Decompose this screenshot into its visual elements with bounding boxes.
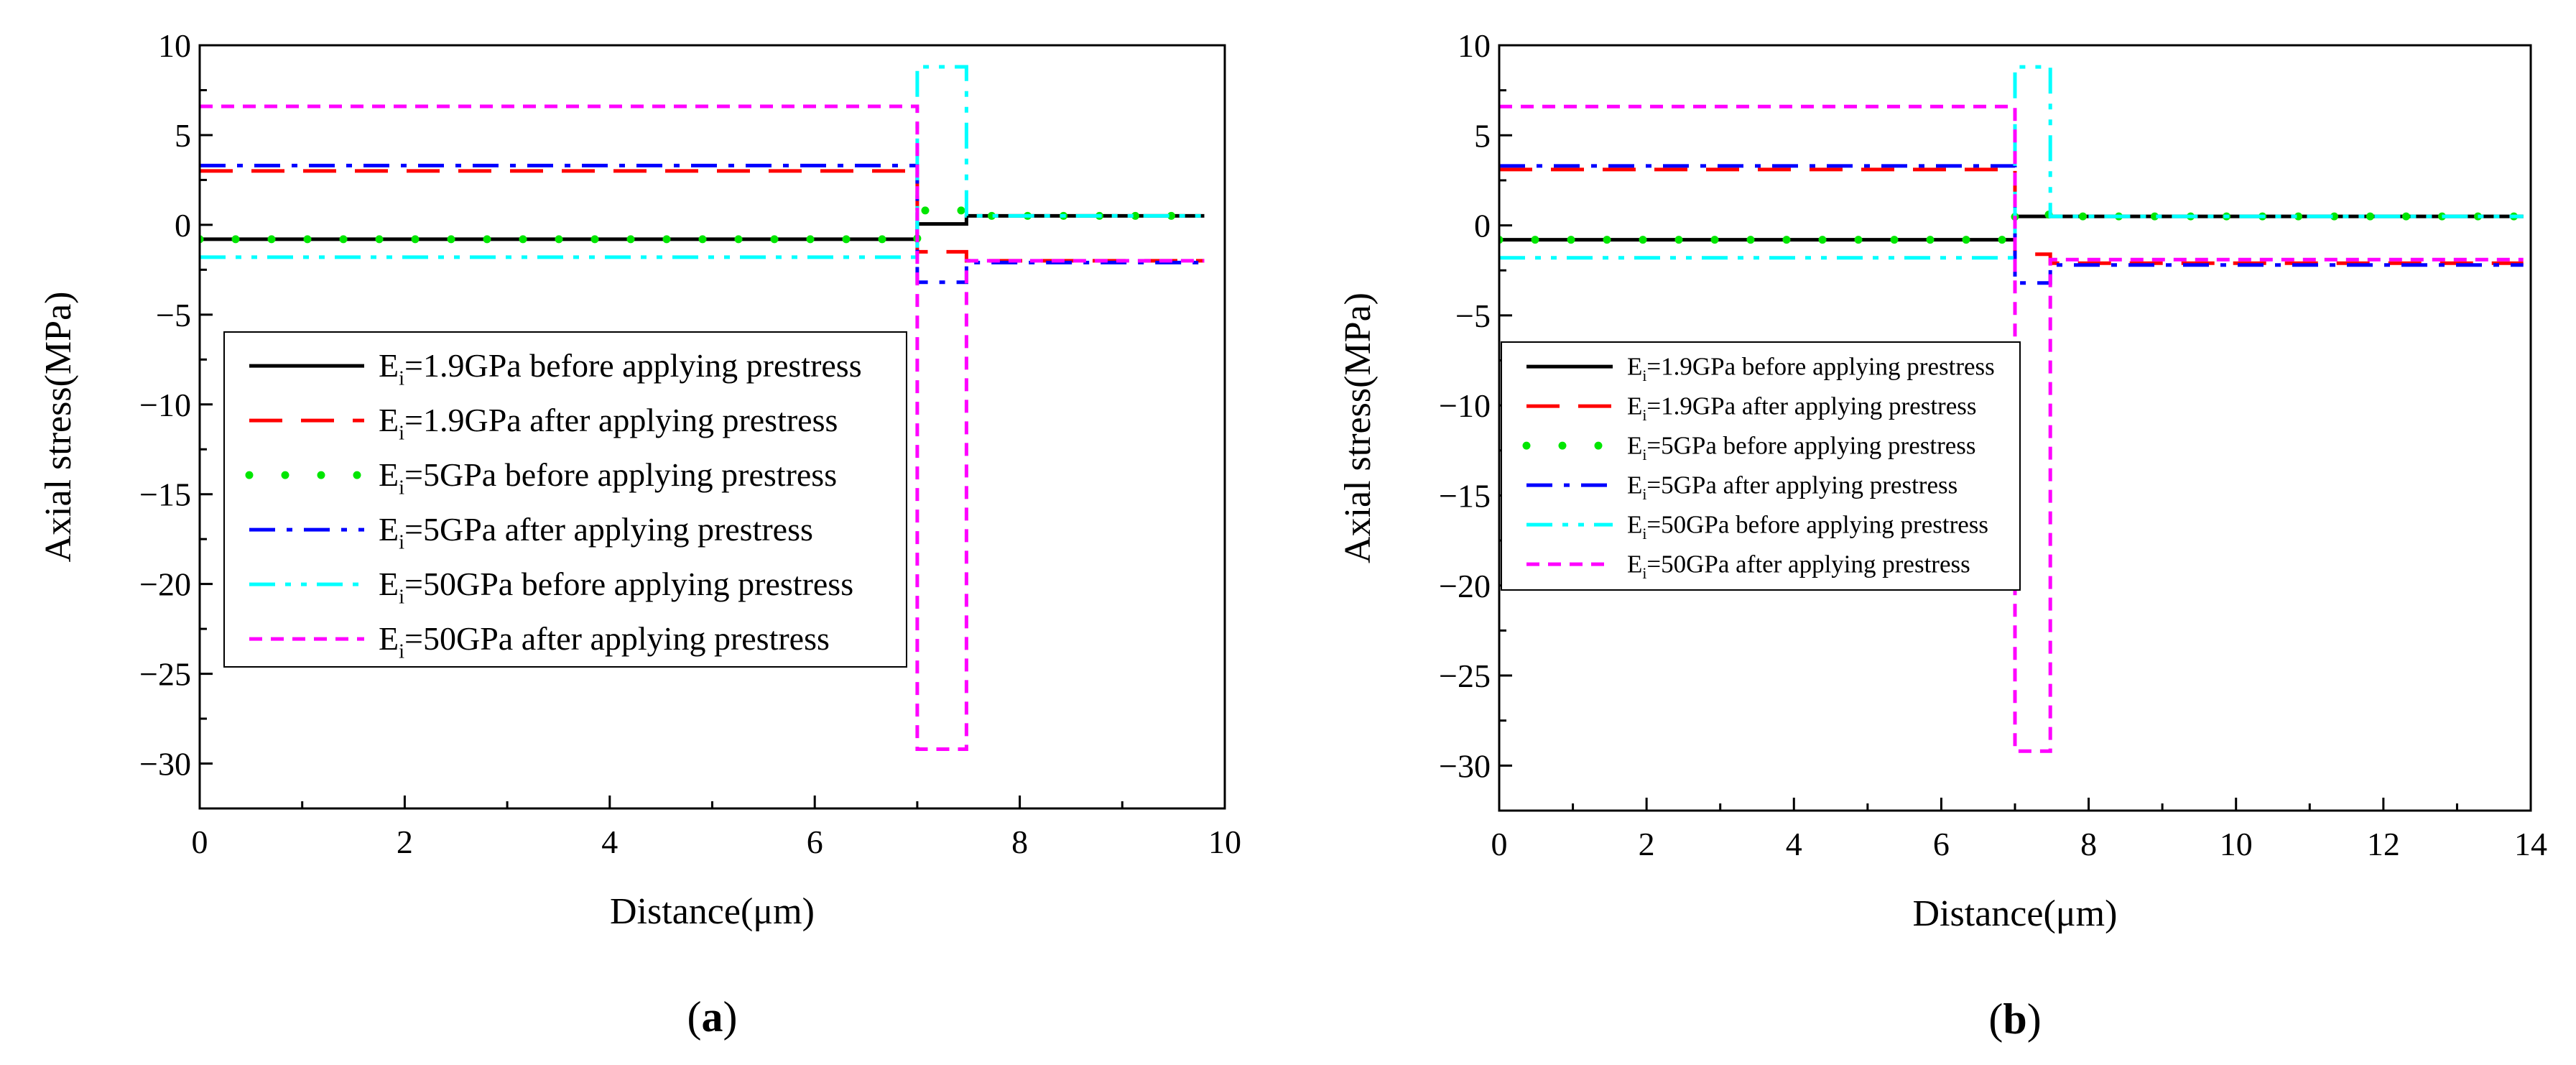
panel-label: (b) xyxy=(1988,995,2041,1043)
y-tick-label: −25 xyxy=(139,656,191,693)
series-line-5 xyxy=(200,65,1205,259)
x-tick-label: 0 xyxy=(1491,826,1508,862)
x-axis-title: Distance(μm) xyxy=(610,891,815,932)
y-tick-label: −10 xyxy=(139,387,191,423)
legend-box xyxy=(1501,341,2021,591)
x-tick-label: 14 xyxy=(2514,826,2547,862)
y-tick-label: −20 xyxy=(139,566,191,603)
x-tick-label: 8 xyxy=(1011,824,1028,860)
legend: Ei=1.9GPa before applying prestress Ei=1.… xyxy=(223,331,907,668)
legend-label-1: Ei=1.9GPa before applying prestress xyxy=(1627,352,1995,384)
y-axis-title: Axial stress(MPa) xyxy=(1338,292,1379,563)
y-axis-title: Axial stress(MPa) xyxy=(38,292,79,563)
y-tick-label: 0 xyxy=(1474,208,1491,244)
y-tick-label: 5 xyxy=(175,117,191,154)
y-tick-label: −20 xyxy=(1439,568,1491,604)
x-tick-label: 2 xyxy=(1639,826,1655,862)
series-line-6 xyxy=(200,104,1205,751)
legend-label-6: Ei=50GPa after applying prestress xyxy=(1627,550,1970,582)
panel-label: (a) xyxy=(687,993,738,1041)
y-tick-label: −10 xyxy=(1439,387,1491,424)
legend-label-2: Ei=1.9GPa after applying prestress xyxy=(379,402,838,445)
series-line-4 xyxy=(200,163,1205,285)
x-tick-label: 0 xyxy=(192,824,208,860)
y-tick-label: −30 xyxy=(139,746,191,783)
y-tick-label: −30 xyxy=(1439,747,1491,784)
series-group xyxy=(200,65,1208,751)
series-line-3 xyxy=(1499,211,2528,244)
x-tick-label: 10 xyxy=(2220,826,2253,862)
legend: Ei=1.9GPa before applying prestress Ei=1.… xyxy=(1501,341,2021,591)
legend-label-3: Ei=5GPa before applying prestress xyxy=(1627,431,1976,464)
y-tick-label: −5 xyxy=(156,297,191,333)
y-tick-label: −15 xyxy=(139,476,191,513)
legend-label-4: Ei=5GPa after applying prestress xyxy=(1627,471,1958,503)
legend-label-3: Ei=5GPa before applying prestress xyxy=(379,456,837,499)
y-tick-label: 10 xyxy=(158,27,191,64)
legend-box xyxy=(223,331,907,668)
x-tick-label: 4 xyxy=(1786,826,1802,862)
x-tick-label: 6 xyxy=(1933,826,1950,862)
y-tick-label: −5 xyxy=(1455,298,1491,334)
series-line-4 xyxy=(1499,164,2524,285)
legend-label-5: Ei=50GPa before applying prestress xyxy=(1627,510,1988,543)
x-tick-label: 4 xyxy=(601,824,618,860)
x-axis-title: Distance(μm) xyxy=(1913,893,2118,934)
x-tick-label: 6 xyxy=(807,824,823,860)
legend-label-1: Ei=1.9GPa before applying prestress xyxy=(379,347,862,390)
x-tick-label: 12 xyxy=(2367,826,2400,862)
series-line-2 xyxy=(1499,167,2524,265)
series-line-5 xyxy=(1499,65,2524,260)
legend-label-4: Ei=5GPa after applying prestress xyxy=(379,511,813,554)
y-tick-label: −15 xyxy=(1439,477,1491,514)
y-tick-label: 5 xyxy=(1474,117,1491,154)
legend-label-5: Ei=50GPa before applying prestress xyxy=(379,566,853,609)
chart-panel-b: 10 5 0 −5 −10 −15 −20 −25 −30 0 2 4 6 8 10 12 14 Distance… xyxy=(1338,27,2547,1043)
x-tick-label: 8 xyxy=(2080,826,2097,862)
x-tick-label: 10 xyxy=(1208,824,1241,860)
legend-label-2: Ei=1.9GPa after applying prestress xyxy=(1627,392,1977,424)
series-line-1 xyxy=(200,213,1205,241)
chart-panel-a: 10 5 0 −5 −10 −15 −20 −25 −30 0 2 4 6 8 10 Distance(μm)… xyxy=(38,27,1241,1041)
y-tick-label: −25 xyxy=(1439,658,1491,694)
y-tick-label: 0 xyxy=(175,207,191,244)
x-tick-label: 2 xyxy=(397,824,413,860)
series-group xyxy=(1499,65,2528,753)
y-tick-label: 10 xyxy=(1458,27,1491,64)
legend-label-6: Ei=50GPa after applying prestress xyxy=(379,620,830,663)
